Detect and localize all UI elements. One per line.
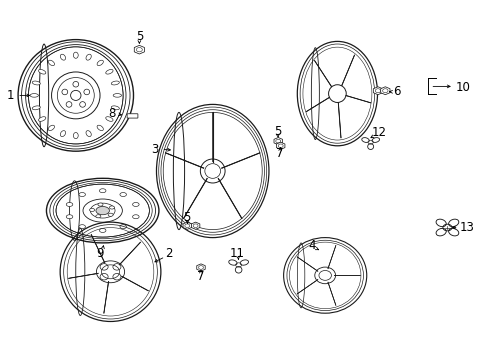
Text: 6: 6 [392, 85, 400, 98]
Ellipse shape [447, 219, 458, 227]
Polygon shape [196, 264, 205, 271]
Ellipse shape [240, 260, 248, 265]
Ellipse shape [235, 266, 242, 273]
Ellipse shape [132, 202, 139, 206]
Text: 9: 9 [96, 247, 103, 260]
Ellipse shape [96, 206, 109, 215]
Ellipse shape [371, 138, 379, 143]
Text: 1: 1 [7, 89, 15, 102]
Text: 12: 12 [371, 126, 386, 139]
Ellipse shape [99, 229, 106, 233]
Ellipse shape [73, 52, 78, 58]
Polygon shape [183, 222, 191, 229]
Ellipse shape [435, 219, 446, 227]
Ellipse shape [97, 60, 103, 66]
Text: 8: 8 [107, 107, 115, 120]
Ellipse shape [70, 90, 81, 100]
Ellipse shape [99, 189, 106, 193]
Ellipse shape [111, 81, 119, 85]
Ellipse shape [48, 125, 54, 131]
Ellipse shape [62, 89, 67, 95]
Text: 5: 5 [135, 30, 143, 43]
Ellipse shape [109, 206, 114, 209]
Ellipse shape [32, 106, 40, 110]
Ellipse shape [66, 215, 73, 219]
Ellipse shape [447, 228, 458, 236]
Text: 13: 13 [459, 221, 474, 234]
Ellipse shape [97, 125, 103, 131]
Ellipse shape [86, 131, 91, 136]
Ellipse shape [79, 225, 85, 229]
Ellipse shape [79, 193, 85, 197]
Ellipse shape [80, 102, 85, 107]
Text: 4: 4 [307, 239, 315, 252]
Ellipse shape [120, 225, 126, 229]
Ellipse shape [132, 215, 139, 219]
Ellipse shape [367, 144, 373, 149]
Ellipse shape [98, 203, 103, 206]
Ellipse shape [111, 106, 119, 110]
Text: 7: 7 [275, 147, 283, 160]
Polygon shape [372, 87, 382, 95]
Ellipse shape [60, 131, 65, 136]
Text: 5: 5 [183, 211, 190, 224]
Polygon shape [134, 45, 144, 54]
Ellipse shape [32, 81, 40, 85]
Text: 3: 3 [150, 143, 158, 156]
Text: 11: 11 [230, 247, 244, 260]
Ellipse shape [108, 213, 113, 216]
Polygon shape [380, 87, 389, 95]
Ellipse shape [73, 81, 79, 87]
Ellipse shape [60, 54, 65, 60]
Text: 2: 2 [165, 247, 173, 260]
Ellipse shape [86, 54, 91, 60]
Polygon shape [273, 138, 282, 145]
Ellipse shape [56, 184, 149, 237]
Text: 5: 5 [273, 125, 281, 138]
Ellipse shape [113, 94, 121, 97]
Ellipse shape [361, 138, 368, 143]
Ellipse shape [66, 102, 72, 107]
Ellipse shape [120, 193, 126, 197]
Ellipse shape [39, 69, 46, 74]
Polygon shape [191, 222, 200, 229]
Ellipse shape [84, 89, 89, 95]
Ellipse shape [48, 60, 54, 66]
FancyBboxPatch shape [127, 114, 138, 118]
Ellipse shape [96, 215, 101, 218]
Ellipse shape [30, 94, 39, 97]
Ellipse shape [39, 117, 46, 121]
Ellipse shape [28, 47, 123, 144]
Ellipse shape [435, 228, 446, 236]
Polygon shape [276, 142, 285, 149]
Ellipse shape [73, 132, 78, 139]
Ellipse shape [89, 208, 94, 212]
Ellipse shape [66, 202, 73, 206]
Ellipse shape [105, 69, 113, 74]
Text: 7: 7 [196, 270, 204, 283]
Text: 10: 10 [455, 81, 470, 94]
Ellipse shape [228, 260, 237, 265]
Ellipse shape [105, 117, 113, 121]
